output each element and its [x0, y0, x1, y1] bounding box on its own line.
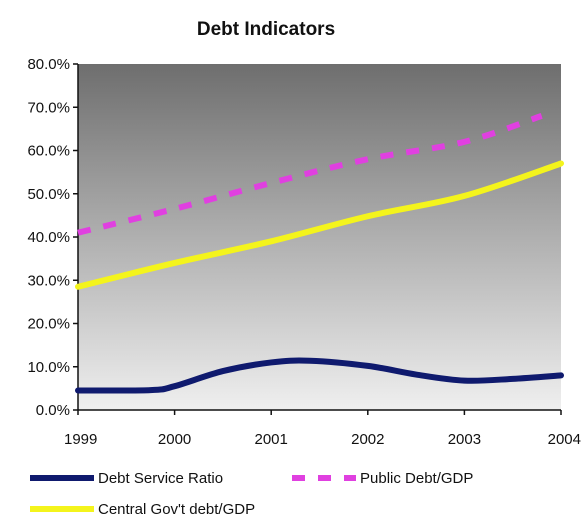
x-tick-label: 2000 [158, 431, 191, 448]
legend: Debt Service Ratio Public Debt/GDP Central… [30, 470, 473, 518]
y-tick-label: 30.0% [27, 272, 70, 289]
legend-label-debt-service-ratio: Debt Service Ratio [98, 470, 223, 487]
y-tick-label: 0.0% [36, 402, 70, 419]
x-tick-label: 1999 [64, 431, 97, 448]
plot-area [78, 64, 561, 410]
legend-label-public-debt-gdp: Public Debt/GDP [360, 470, 473, 487]
y-tick-label: 80.0% [27, 56, 70, 73]
series-line-public-debt-gdp [77, 113, 543, 236]
y-tick-label: 60.0% [27, 143, 70, 160]
y-tick-label: 10.0% [27, 359, 70, 376]
legend-label-central-gov-t-debt-gdp: Central Gov't debt/GDP [98, 501, 255, 518]
x-axis-ticks: 1999 2000 2001 2002 2003 2004 [64, 410, 581, 448]
y-tick-label: 70.0% [27, 99, 70, 116]
x-tick-label: 2001 [255, 431, 288, 448]
chart-title: Debt Indicators [197, 19, 335, 40]
y-axis-ticks: 0.0% 10.0% 20.0% 30.0% 40.0% 50.0% 60.0% 70.0% 8… [27, 56, 78, 419]
x-tick-label: 2004 [548, 431, 581, 448]
series-line-debt-service-ratio [75, 357, 564, 394]
y-tick-label: 20.0% [27, 316, 70, 333]
y-tick-label: 50.0% [27, 186, 70, 203]
y-tick-label: 40.0% [27, 229, 70, 246]
x-tick-label: 2002 [351, 431, 384, 448]
series-line-central-gov-t-debt-gdp [75, 160, 564, 290]
x-tick-label: 2003 [448, 431, 481, 448]
series-lines [75, 113, 564, 394]
